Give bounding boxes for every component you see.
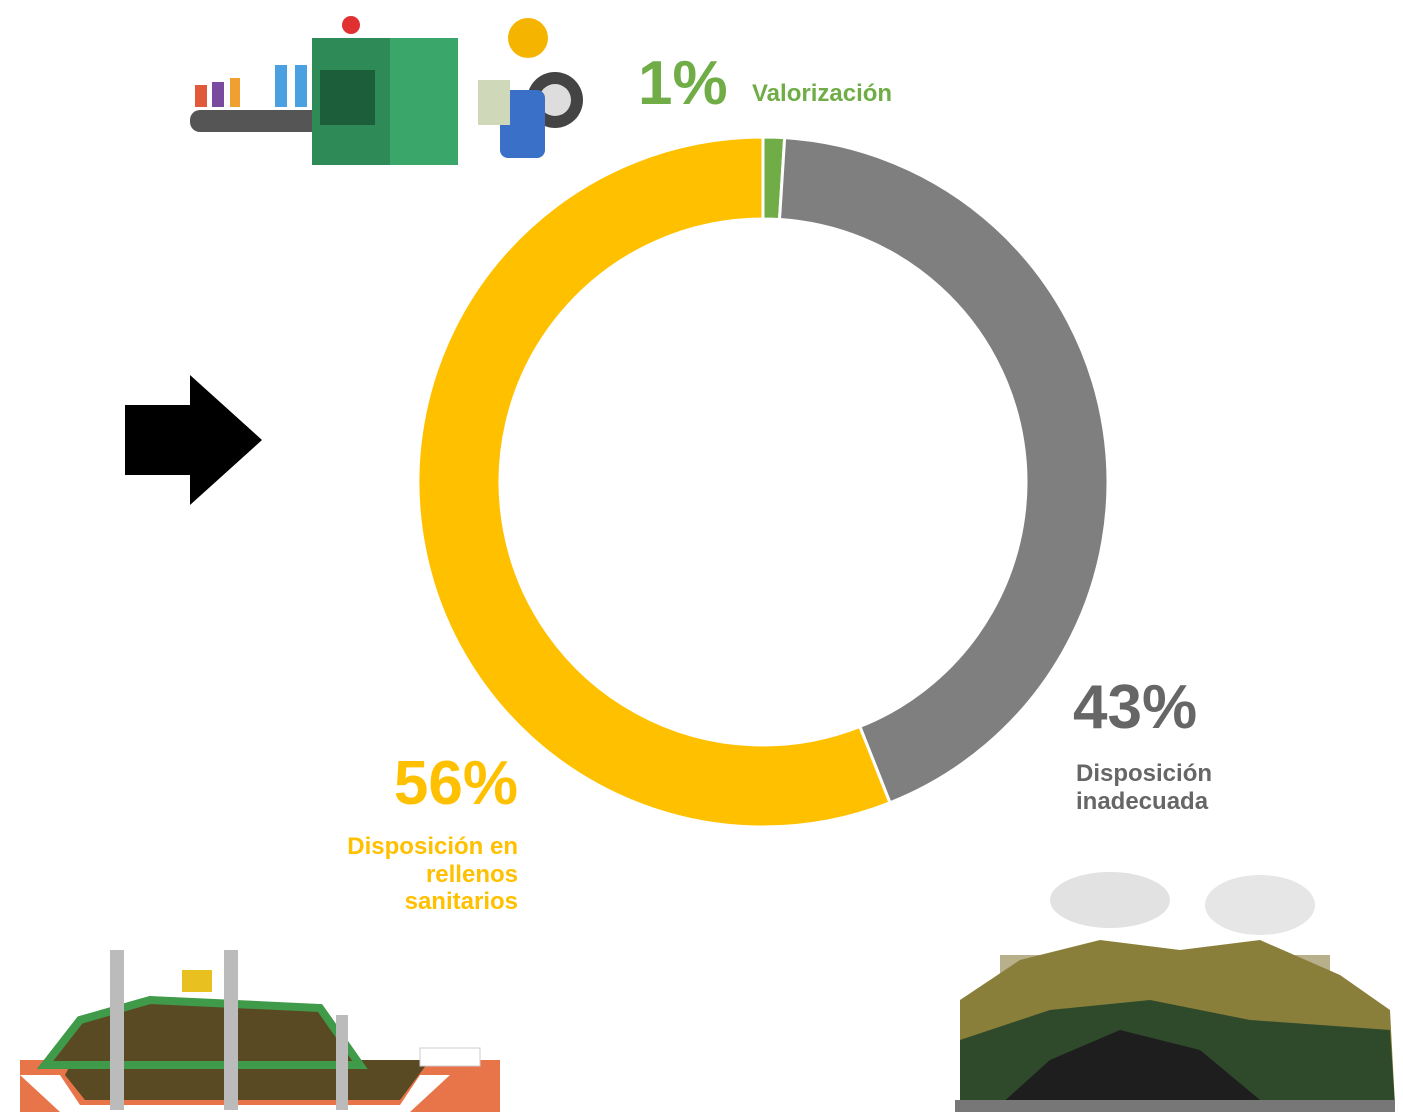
category-label: Valorización (752, 80, 893, 107)
arrow (125, 375, 262, 505)
landfill-illustration (20, 950, 500, 1112)
recycling-illustration (190, 16, 583, 165)
donut-segment (416, 135, 892, 829)
value-label: 1% (638, 49, 728, 118)
value-label: 56% (393, 749, 518, 818)
category-label: Disposición inadecuada (1076, 760, 1213, 815)
category-label: Disposición en rellenos sanitarios (347, 833, 518, 916)
value-label: 43% (1073, 673, 1198, 742)
dump-illustration (955, 872, 1395, 1112)
donut-segment (777, 136, 1110, 805)
